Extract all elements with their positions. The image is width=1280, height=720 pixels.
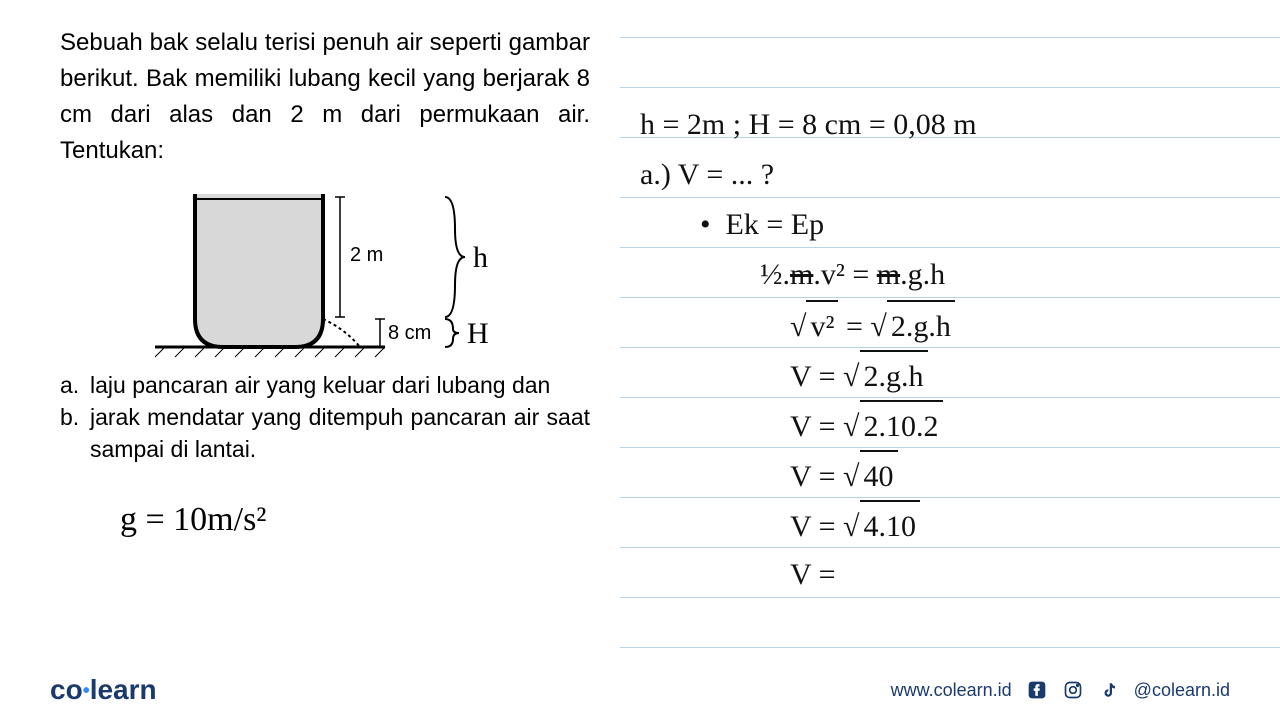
note-line-7: V = 2.10.2 [640,400,1240,450]
note-line-9: V = 4.10 [640,500,1240,550]
tank-diagram: 2 m 8 cm h H [155,189,495,359]
problem-text: Sebuah bak selalu terisi penuh air seper… [60,25,590,169]
footer-url: www.colearn.id [891,680,1012,701]
note-line-1: h = 2m ; H = 8 cm = 0,08 m [640,100,1240,150]
note-line-5: v² = 2.g.h [640,300,1240,350]
question-a-text: laju pancaran air yang keluar dari luban… [90,369,590,401]
svg-text:h: h [473,241,488,274]
question-a-label: a. [60,369,90,401]
question-b-text: jarak mendatar yang ditempuh pancaran ai… [90,401,590,465]
note-line-8: V = 40 [640,450,1240,500]
tiktok-icon [1098,679,1120,701]
question-b-label: b. [60,401,90,465]
label-2m: 2 m [350,244,383,266]
note-line-10: V = [640,550,1240,600]
note-line-3: • Ek = Ep [640,200,1240,250]
note-line-2: a.) V = ... ? [640,150,1240,200]
brand-logo: co•learn [50,674,157,706]
g-value: g = 10m/s² [120,501,590,538]
note-line-4: ½.m.v² = m.g.h [640,250,1240,300]
note-line-6: V = 2.g.h [640,350,1240,400]
instagram-icon [1062,679,1084,701]
label-8cm: 8 cm [388,322,431,344]
facebook-icon [1026,679,1048,701]
footer-handle: @colearn.id [1134,680,1230,701]
footer: co•learn www.colearn.id @colearn.id [0,660,1280,720]
svg-text:H: H [467,317,489,350]
handwritten-notes: h = 2m ; H = 8 cm = 0,08 m a.) V = ... ?… [640,100,1240,600]
